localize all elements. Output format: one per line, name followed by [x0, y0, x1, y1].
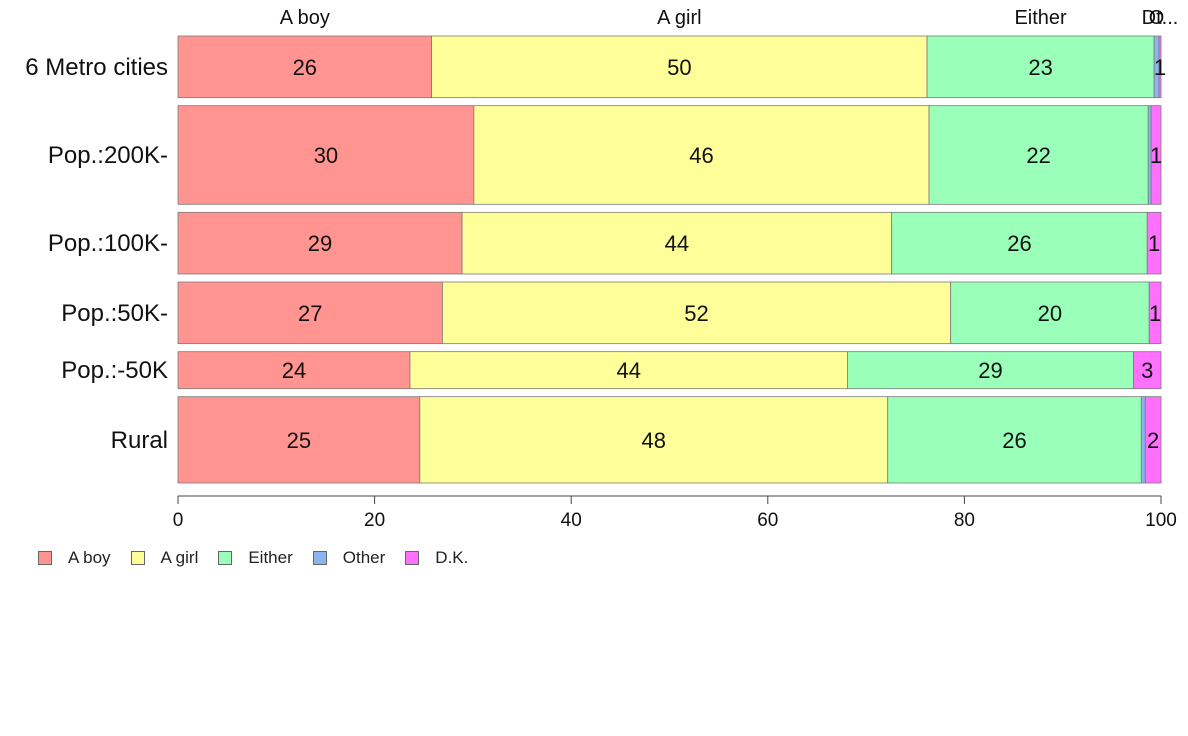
- bar-pop-100k-d-k: [1146, 211, 1162, 275]
- bar-rural-either: [887, 396, 1142, 484]
- legend-item-a-boy: A boy: [38, 548, 111, 568]
- bar-pop-50k-d-k: [1148, 281, 1162, 345]
- legend-label-other: Other: [342, 548, 386, 567]
- legend-swatch-other: [312, 551, 327, 565]
- data-label-6-metro-cities-either: 23: [1028, 55, 1052, 80]
- data-label-pop-50k-d-k: 3: [1141, 358, 1153, 383]
- data-label-pop-50k-a-boy: 27: [298, 301, 322, 326]
- data-label-pop-100k-a-boy: 29: [308, 231, 332, 256]
- bar-pop-100k-a-girl: [461, 211, 893, 275]
- bar-pop-50k-either: [950, 281, 1150, 345]
- legend-swatch-either: [218, 551, 233, 565]
- data-label-pop-200k-a-girl: 46: [689, 143, 713, 168]
- category-label-pop-50k: Pop.:-50K: [61, 357, 168, 384]
- x-tick-label-20: 20: [364, 510, 385, 531]
- data-label-pop-50k-either: 29: [978, 358, 1002, 383]
- data-label-rural-either: 26: [1002, 428, 1026, 453]
- x-tick-label-100: 100: [1145, 510, 1177, 531]
- bar-pop-200k-a-boy: [177, 105, 475, 205]
- bar-pop-50k-either: [847, 351, 1134, 390]
- bar-pop-200k-d-k: [1150, 105, 1162, 205]
- top-label-0: A boy: [280, 7, 330, 29]
- bar-pop-50k-a-boy: [177, 281, 443, 345]
- legend-label-dk: D.K.: [435, 548, 469, 567]
- bar-6-metro-cities-either: [926, 35, 1155, 99]
- legend-label-either: Either: [248, 548, 293, 567]
- data-label-6-metro-cities-a-girl: 50: [667, 55, 691, 80]
- legend-swatch-dk: [405, 551, 420, 565]
- x-tick-label-0: 0: [173, 510, 184, 531]
- top-label-3: O: [1149, 7, 1165, 29]
- bar-rural-other: [1140, 396, 1146, 484]
- top-label-4: Dt...: [1142, 7, 1179, 29]
- bar-6-metro-cities-a-girl: [431, 35, 928, 99]
- bar-pop-50k-a-boy: [177, 351, 411, 390]
- bar-pop-100k-a-boy: [177, 211, 463, 275]
- data-label-pop-200k-either: 22: [1026, 143, 1050, 168]
- bar-rural-d-k: [1144, 396, 1162, 484]
- data-label-pop-100k-a-girl: 44: [665, 231, 689, 256]
- category-label-rural: Rural: [111, 427, 168, 454]
- legend-item-dk: D.K.: [405, 548, 468, 568]
- category-label-6-metro-cities: 6 Metro cities: [25, 54, 168, 81]
- data-label-6-metro-cities-d-k: 1: [1154, 55, 1166, 80]
- category-label-pop-100k: Pop.:100K-: [48, 230, 168, 257]
- legend-item-either: Either: [218, 548, 293, 568]
- category-label-pop-50k: Pop.:50K-: [61, 300, 168, 327]
- top-label-2: Either: [1014, 7, 1067, 29]
- legend-label-a-boy: A boy: [68, 548, 111, 567]
- bar-pop-200k-a-girl: [473, 105, 930, 205]
- bar-6-metro-cities-a-boy: [177, 35, 433, 99]
- legend-swatch-a-boy: [38, 551, 52, 565]
- data-label-rural-d-k: 2: [1147, 428, 1159, 453]
- x-tick-label-60: 60: [757, 510, 778, 531]
- top-label-1: A girl: [657, 7, 701, 29]
- data-label-pop-50k-a-boy: 24: [282, 358, 306, 383]
- data-label-pop-200k-a-boy: 30: [314, 143, 338, 168]
- data-label-pop-50k-d-k: 1: [1149, 301, 1161, 326]
- legend: A boy A girl Either Other D.K.: [38, 548, 488, 568]
- x-tick-label-80: 80: [954, 510, 975, 531]
- legend-label-a-girl: A girl: [160, 548, 199, 567]
- data-label-6-metro-cities-a-boy: 26: [293, 55, 317, 80]
- data-label-rural-a-girl: 48: [642, 428, 666, 453]
- bar-pop-50k-a-girl: [442, 281, 952, 345]
- data-label-rural-a-boy: 25: [287, 428, 311, 453]
- data-label-pop-50k-a-girl: 52: [684, 301, 708, 326]
- legend-item-other: Other: [312, 548, 386, 568]
- bar-pop-50k-a-girl: [409, 351, 848, 390]
- data-label-pop-100k-either: 26: [1007, 231, 1031, 256]
- data-label-pop-100k-d-k: 1: [1148, 231, 1160, 256]
- x-tick-label-40: 40: [561, 510, 582, 531]
- bar-rural-a-girl: [419, 396, 889, 484]
- data-label-pop-200k-d-k: 1: [1150, 143, 1162, 168]
- data-label-pop-50k-either: 20: [1038, 301, 1062, 326]
- bar-rural-a-boy: [177, 396, 421, 484]
- bar-pop-200k-either: [928, 105, 1149, 205]
- category-label-pop-200k: Pop.:200K-: [48, 142, 168, 169]
- bar-6-metro-cities-d-k: [1158, 35, 1162, 99]
- bar-pop-50k-d-k: [1133, 351, 1162, 390]
- legend-swatch-a-girl: [130, 551, 145, 565]
- legend-item-a-girl: A girl: [130, 548, 199, 568]
- data-label-pop-50k-a-girl: 44: [616, 358, 640, 383]
